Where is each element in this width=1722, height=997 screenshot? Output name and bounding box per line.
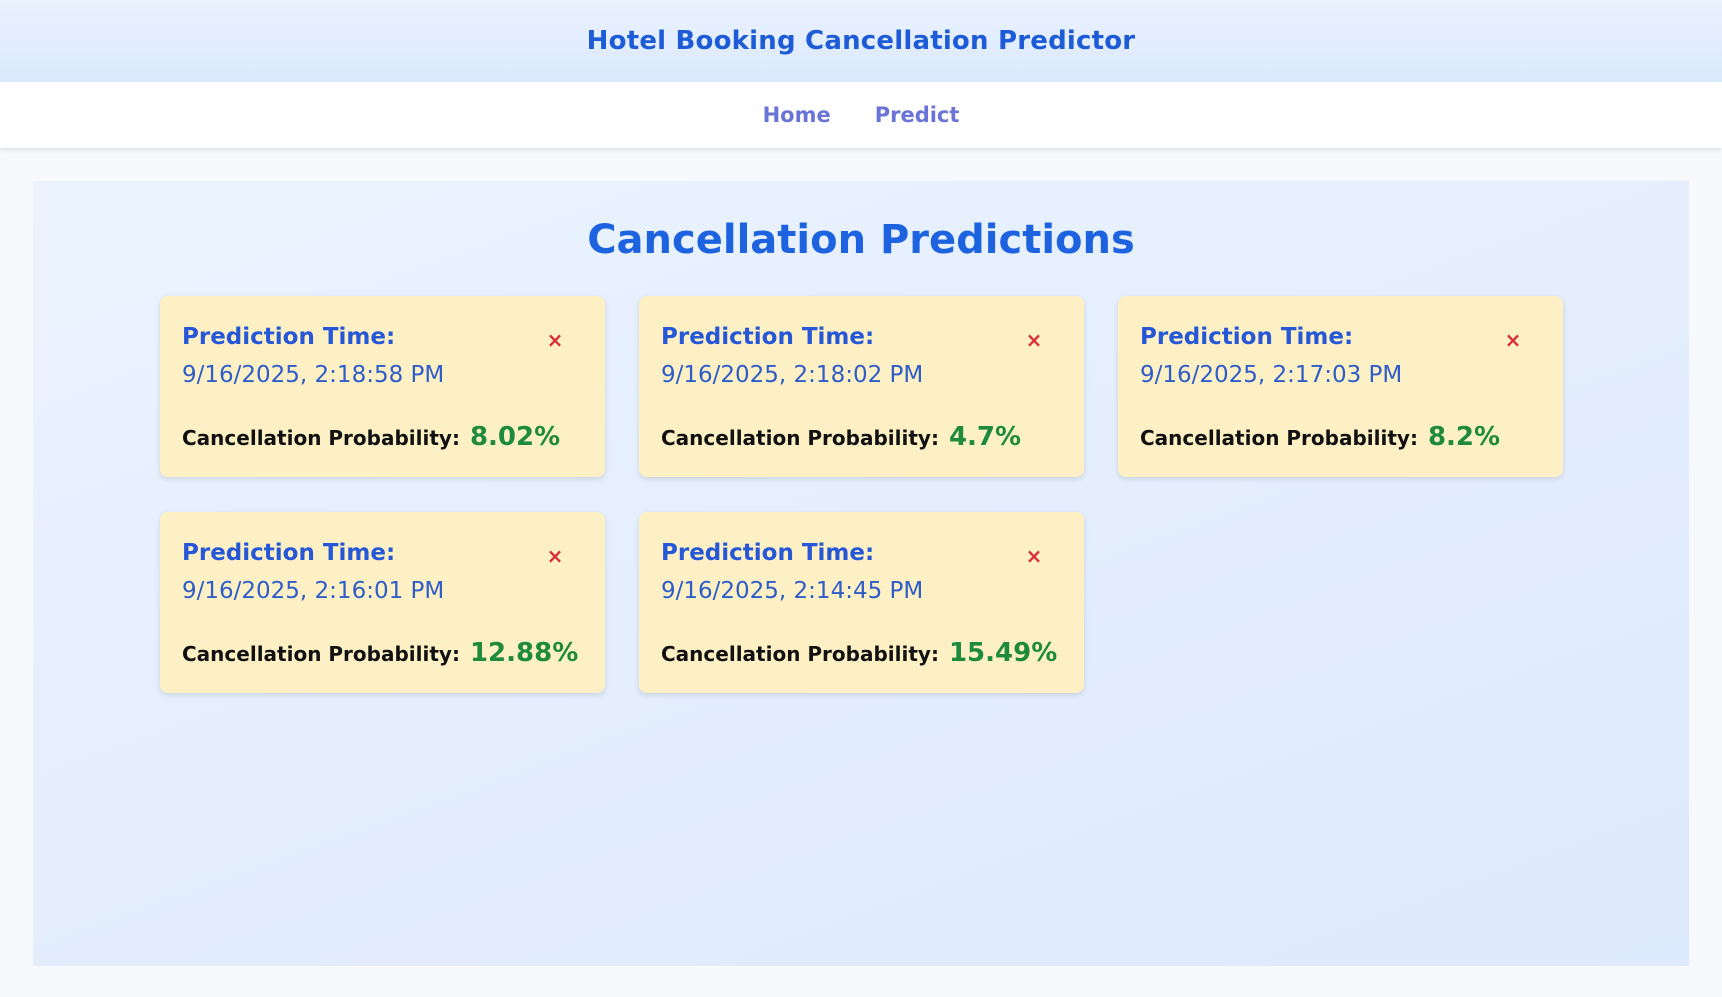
- probability-label: Cancellation Probability:: [661, 642, 939, 666]
- prediction-card: Prediction Time: 9/16/2025, 2:18:58 PM ×…: [160, 296, 605, 477]
- prediction-time-value: 9/16/2025, 2:17:03 PM: [1140, 362, 1403, 388]
- close-icon[interactable]: ×: [1504, 328, 1522, 352]
- prediction-time-label: Prediction Time:: [182, 324, 396, 350]
- close-icon[interactable]: ×: [1025, 328, 1043, 352]
- prediction-time-value: 9/16/2025, 2:18:58 PM: [182, 362, 445, 388]
- probability-label: Cancellation Probability:: [661, 426, 939, 450]
- prediction-time-label: Prediction Time:: [661, 540, 875, 566]
- prediction-card: Prediction Time: 9/16/2025, 2:18:02 PM ×…: [639, 296, 1084, 477]
- page-title: Cancellation Predictions: [587, 217, 1135, 263]
- predictions-panel: Cancellation Predictions Prediction Time…: [33, 181, 1689, 966]
- close-icon[interactable]: ×: [1025, 544, 1043, 568]
- probability-value: 8.2%: [1427, 422, 1501, 452]
- prediction-card: Prediction Time: 9/16/2025, 2:16:01 PM ×…: [160, 512, 605, 693]
- close-icon[interactable]: ×: [546, 328, 564, 352]
- probability-row: Cancellation Probability: 8.02%: [182, 422, 560, 452]
- probability-label: Cancellation Probability:: [1140, 426, 1418, 450]
- prediction-time-label: Prediction Time:: [182, 540, 396, 566]
- nav-predict-link[interactable]: Predict: [874, 103, 960, 127]
- probability-row: Cancellation Probability: 15.49%: [661, 638, 1057, 668]
- nav-home-link[interactable]: Home: [762, 103, 831, 127]
- probability-value: 4.7%: [948, 422, 1022, 452]
- close-icon[interactable]: ×: [546, 544, 564, 568]
- probability-label: Cancellation Probability:: [182, 426, 460, 450]
- prediction-time-value: 9/16/2025, 2:16:01 PM: [182, 578, 445, 604]
- prediction-time-label: Prediction Time:: [661, 324, 875, 350]
- prediction-time-label: Prediction Time:: [1140, 324, 1354, 350]
- prediction-card: Prediction Time: 9/16/2025, 2:14:45 PM ×…: [639, 512, 1084, 693]
- probability-label: Cancellation Probability:: [182, 642, 460, 666]
- prediction-time-value: 9/16/2025, 2:18:02 PM: [661, 362, 924, 388]
- app-header: Hotel Booking Cancellation Predictor: [0, 0, 1722, 82]
- prediction-card: Prediction Time: 9/16/2025, 2:17:03 PM ×…: [1118, 296, 1563, 477]
- prediction-time-value: 9/16/2025, 2:14:45 PM: [661, 578, 924, 604]
- nav-bar: Home Predict: [0, 82, 1722, 148]
- probability-row: Cancellation Probability: 8.2%: [1140, 422, 1500, 452]
- probability-row: Cancellation Probability: 12.88%: [182, 638, 578, 668]
- app-title: Hotel Booking Cancellation Predictor: [586, 26, 1136, 56]
- probability-value: 8.02%: [469, 422, 561, 452]
- probability-value: 12.88%: [469, 638, 579, 668]
- probability-value: 15.49%: [948, 638, 1058, 668]
- probability-row: Cancellation Probability: 4.7%: [661, 422, 1021, 452]
